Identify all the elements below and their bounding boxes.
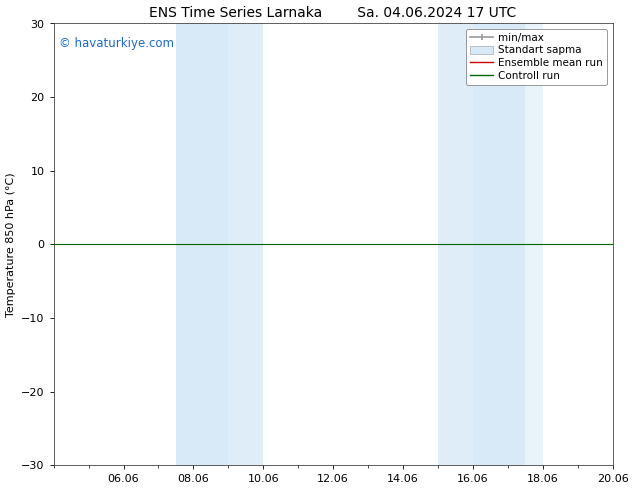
Bar [228, 24, 263, 465]
Title: ENS Time Series Larnaka        Sa. 04.06.2024 17 UTC: ENS Time Series Larnaka Sa. 04.06.2024 1… [150, 5, 517, 20]
Bar [176, 24, 228, 465]
Bar [473, 24, 525, 465]
Bar [438, 24, 473, 465]
Y-axis label: Temperature 850 hPa (°C): Temperature 850 hPa (°C) [6, 172, 16, 317]
Text: © havaturkiye.com: © havaturkiye.com [59, 37, 174, 50]
Legend: min/max, Standart sapma, Ensemble mean run, Controll run: min/max, Standart sapma, Ensemble mean r… [466, 29, 607, 85]
Bar [525, 24, 543, 465]
